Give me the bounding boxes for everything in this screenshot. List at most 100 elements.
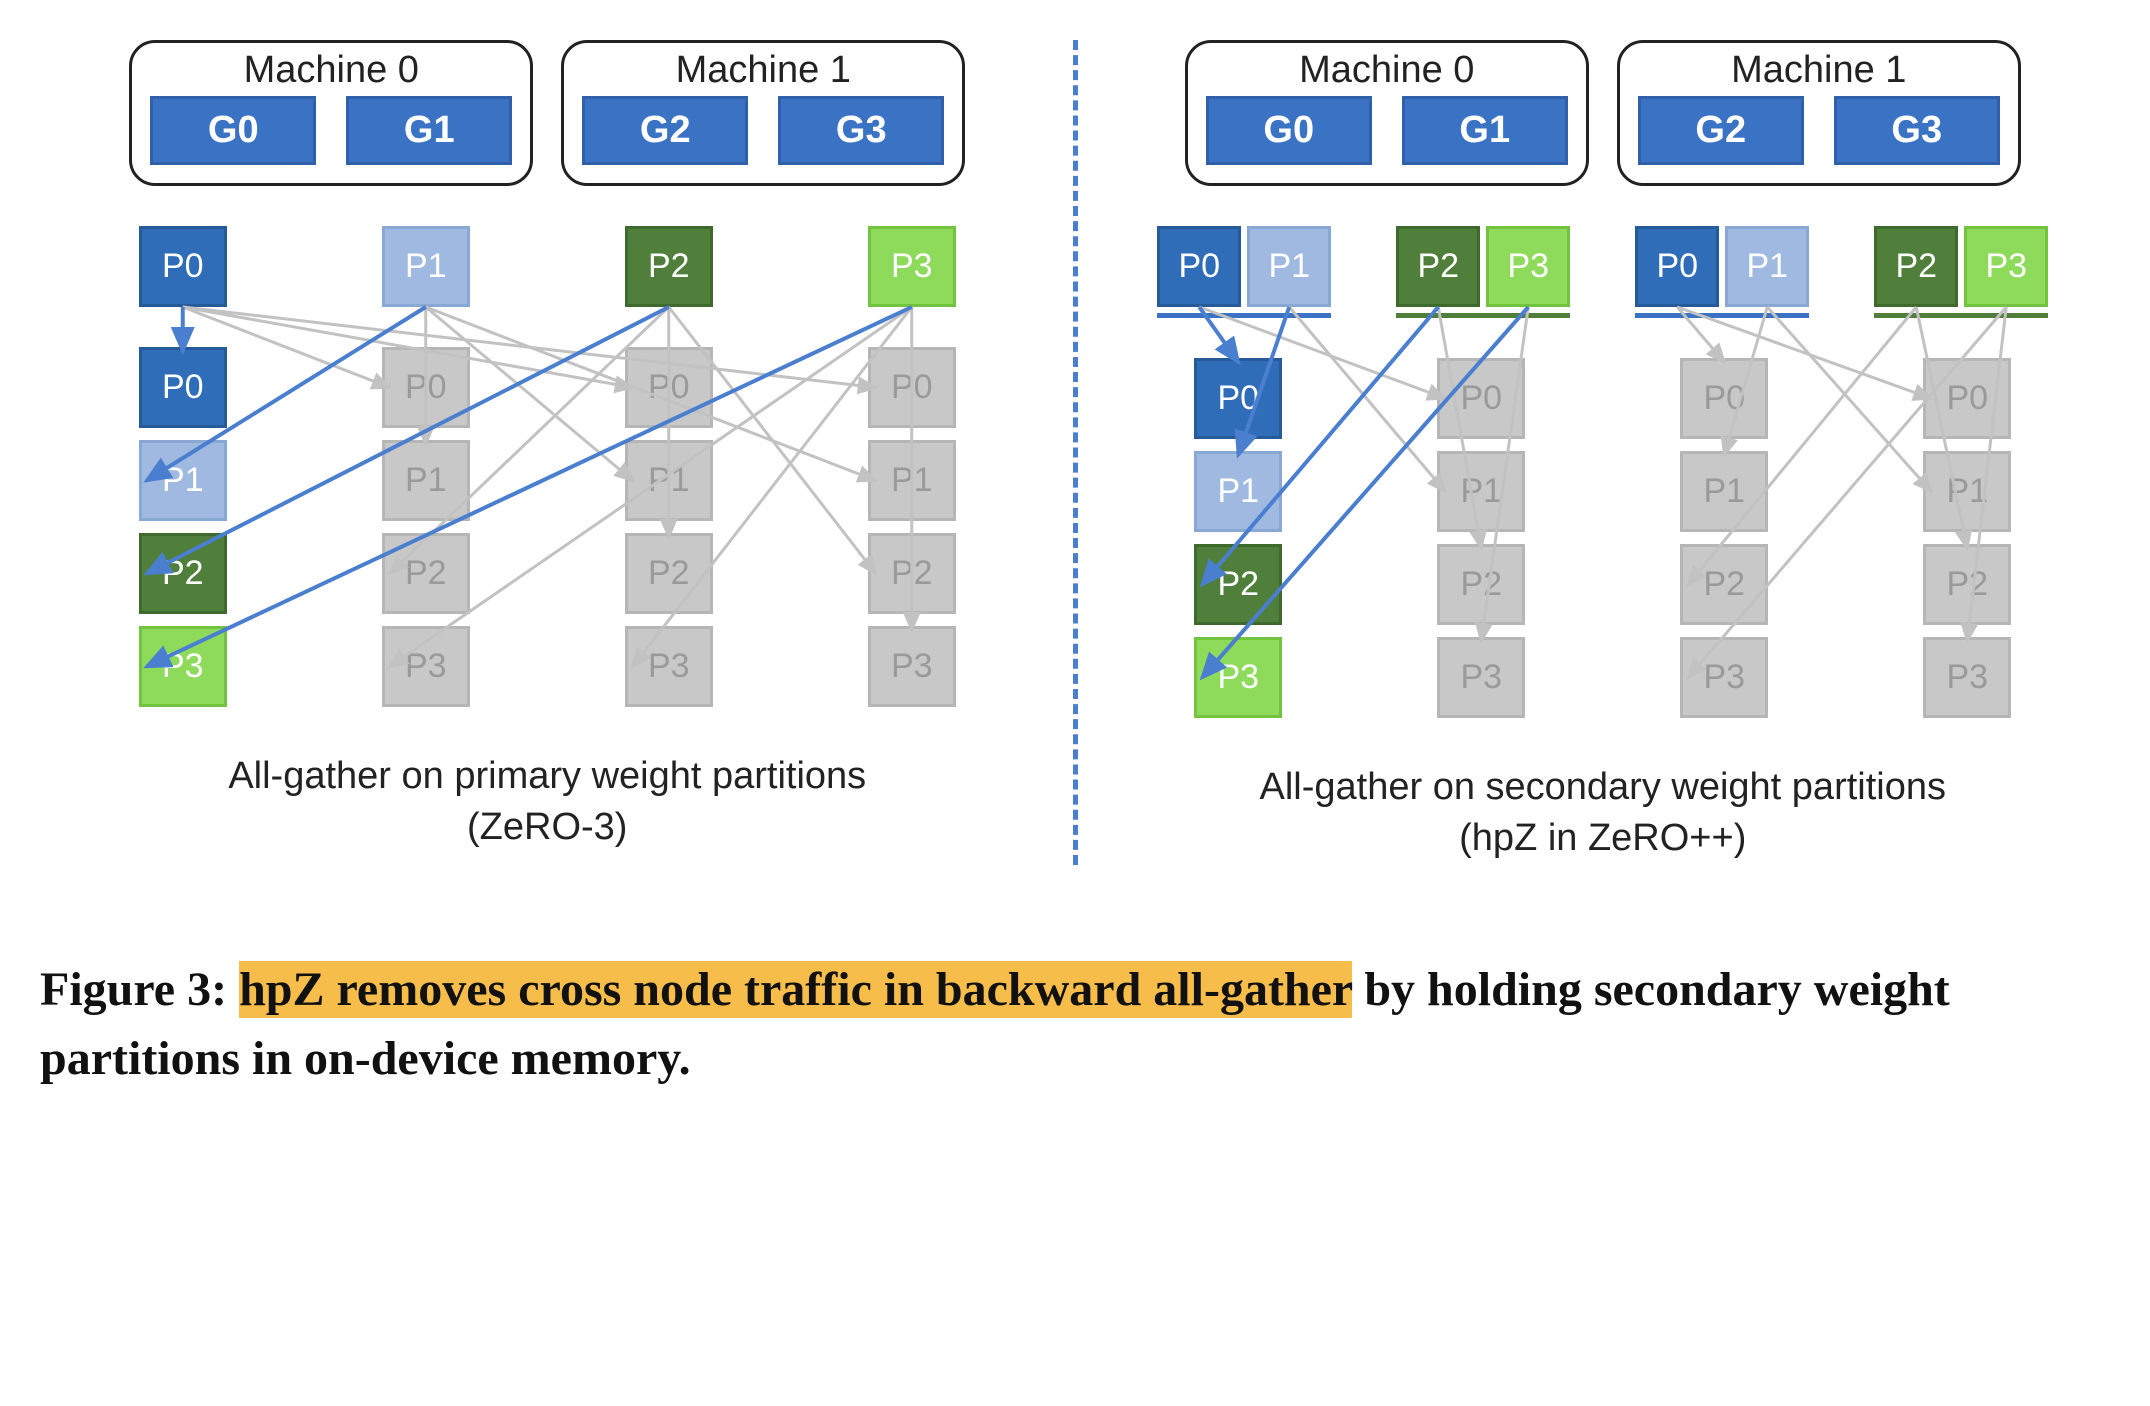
source-underline xyxy=(1157,313,1331,318)
partition-dest-ghost: P1 xyxy=(868,440,956,521)
stack-column: P0 P1 P2 P3 xyxy=(1923,358,2011,718)
partition-dest-ghost: P2 xyxy=(868,533,956,614)
partition-dest-ghost: P2 xyxy=(1680,544,1768,625)
panel-divider xyxy=(1073,40,1078,865)
partition-dest-box: P0 xyxy=(1194,358,1282,439)
diagram-panels: Machine 0G0G1Machine 1G2G3P0P1P2P3P0P1P2… xyxy=(40,40,2110,865)
partition-source-box: P2 xyxy=(1874,226,1958,307)
stack-column: P0 P1 P2 P3 xyxy=(139,347,227,707)
left-panel: Machine 0G0 G1 Machine 1G2 G3 P0 P1 P2 P3 P0 P1 P2… xyxy=(40,40,1055,865)
source-group: P2P3 xyxy=(1396,226,1570,318)
sources-row: P0 P1 P2 P3 xyxy=(40,226,1055,307)
stack-column: P0 P1 P2 P3 xyxy=(625,347,713,707)
partition-dest-ghost: P1 xyxy=(382,440,470,521)
partition-source-box: P3 xyxy=(1486,226,1570,307)
source-group: P1 xyxy=(382,226,470,307)
source-group: P3 xyxy=(868,226,956,307)
stack-column: P0 P1 P2 P3 xyxy=(382,347,470,707)
partition-dest-ghost: P3 xyxy=(382,626,470,707)
partition-source-box: P1 xyxy=(1247,226,1331,307)
partition-dest-box: P2 xyxy=(1194,544,1282,625)
gpu-box: G2 xyxy=(582,96,748,165)
partition-dest-box: P1 xyxy=(1194,451,1282,532)
machines-row: Machine 0G0 G1 Machine 1G2 G3 xyxy=(40,40,1055,186)
partition-dest-ghost: P1 xyxy=(625,440,713,521)
partition-source-box: P1 xyxy=(1725,226,1809,307)
machine-box: Machine 0G0 G1 xyxy=(129,40,533,186)
gpu-row: G0 G1 xyxy=(1206,96,1568,165)
source-group: P0 xyxy=(139,226,227,307)
partition-dest-box: P1 xyxy=(139,440,227,521)
partition-dest-ghost: P1 xyxy=(1437,451,1525,532)
partition-dest-box: P3 xyxy=(139,626,227,707)
machines-row: Machine 0G0 G1 Machine 1G2 G3 xyxy=(1096,40,2111,186)
figure-container: Machine 0G0G1Machine 1G2G3P0P1P2P3P0P1P2… xyxy=(40,40,2110,1094)
caption-highlight: hpZ removes cross node traffic in backwa… xyxy=(239,961,1352,1018)
source-group: P0P1 xyxy=(1635,226,1809,318)
partition-source-box: P3 xyxy=(1964,226,2048,307)
partition-dest-ghost: P1 xyxy=(1923,451,2011,532)
source-underline xyxy=(1396,313,1570,318)
partition-dest-ghost: P0 xyxy=(868,347,956,428)
gpu-row: G2 G3 xyxy=(582,96,944,165)
stack-column: P0 P1 P2 P3 xyxy=(1194,358,1282,718)
partition-source-box: P2 xyxy=(625,226,713,307)
machine-box: Machine 0G0 G1 xyxy=(1185,40,1589,186)
partition-dest-ghost: P3 xyxy=(1437,637,1525,718)
partition-source-box: P1 xyxy=(382,226,470,307)
gpu-box: G2 xyxy=(1638,96,1804,165)
machine-box: Machine 1G2 G3 xyxy=(1617,40,2021,186)
source-group: P0P1 xyxy=(1157,226,1331,318)
partition-source-box: P0 xyxy=(139,226,227,307)
gpu-box: G3 xyxy=(1834,96,2000,165)
machine-title: Machine 1 xyxy=(676,49,851,92)
stack-column: P0 P1 P2 P3 xyxy=(1437,358,1525,718)
panel-caption: All-gather on secondary weight partition… xyxy=(1260,762,1947,865)
partition-source-box: P2 xyxy=(1396,226,1480,307)
source-underline xyxy=(1635,313,1809,318)
gpu-row: G2 G3 xyxy=(1638,96,2000,165)
gpu-box: G3 xyxy=(778,96,944,165)
partition-dest-ghost: P0 xyxy=(1680,358,1768,439)
partition-dest-ghost: P2 xyxy=(1437,544,1525,625)
partition-dest-ghost: P2 xyxy=(1923,544,2011,625)
partition-dest-box: P0 xyxy=(139,347,227,428)
machine-title: Machine 0 xyxy=(1299,49,1474,92)
sources-row: P0P1P2P3P0P1P2P3 xyxy=(1096,226,2111,318)
partition-dest-ghost: P0 xyxy=(382,347,470,428)
partition-dest-ghost: P3 xyxy=(1923,637,2011,718)
partition-dest-ghost: P2 xyxy=(625,533,713,614)
source-underline xyxy=(1874,313,2048,318)
gpu-row: G0 G1 xyxy=(150,96,512,165)
gpu-box: G1 xyxy=(346,96,512,165)
partition-source-box: P0 xyxy=(1635,226,1719,307)
partition-dest-box: P2 xyxy=(139,533,227,614)
machine-box: Machine 1G2 G3 xyxy=(561,40,965,186)
partition-dest-ghost: P1 xyxy=(1680,451,1768,532)
partition-dest-box: P3 xyxy=(1194,637,1282,718)
gpu-box: G1 xyxy=(1402,96,1568,165)
machine-title: Machine 0 xyxy=(244,49,419,92)
stack-column: P0 P1 P2 P3 xyxy=(1680,358,1768,718)
caption-prefix: Figure 3: xyxy=(40,963,239,1016)
stacks-grid: P0 P1 P2 P3 P0 P1 P2 P3 P0 P1 P2 P3 P0 P1 P2 P3 xyxy=(40,347,1055,707)
partition-dest-ghost: P0 xyxy=(1923,358,2011,439)
partition-source-box: P0 xyxy=(1157,226,1241,307)
panel-caption: All-gather on primary weight partitions(… xyxy=(228,751,866,854)
gpu-box: G0 xyxy=(1206,96,1372,165)
partition-dest-ghost: P0 xyxy=(1437,358,1525,439)
partition-dest-ghost: P3 xyxy=(868,626,956,707)
gpu-box: G0 xyxy=(150,96,316,165)
figure-caption: Figure 3: hpZ removes cross node traffic… xyxy=(40,955,2110,1094)
partition-source-box: P3 xyxy=(868,226,956,307)
partition-dest-ghost: P3 xyxy=(625,626,713,707)
partition-dest-ghost: P3 xyxy=(1680,637,1768,718)
machine-title: Machine 1 xyxy=(1731,49,1906,92)
source-group: P2 xyxy=(625,226,713,307)
partition-dest-ghost: P2 xyxy=(382,533,470,614)
stack-column: P0 P1 P2 P3 xyxy=(868,347,956,707)
source-group: P2P3 xyxy=(1874,226,2048,318)
stacks-grid: P0 P1 P2 P3 P0 P1 P2 P3 P0 P1 P2 P3 P0 P1 P2 P3 xyxy=(1096,358,2111,718)
partition-dest-ghost: P0 xyxy=(625,347,713,428)
right-panel: Machine 0G0G1Machine 1G2G3P0P1P2P3P0P1P2… xyxy=(1096,40,2111,865)
